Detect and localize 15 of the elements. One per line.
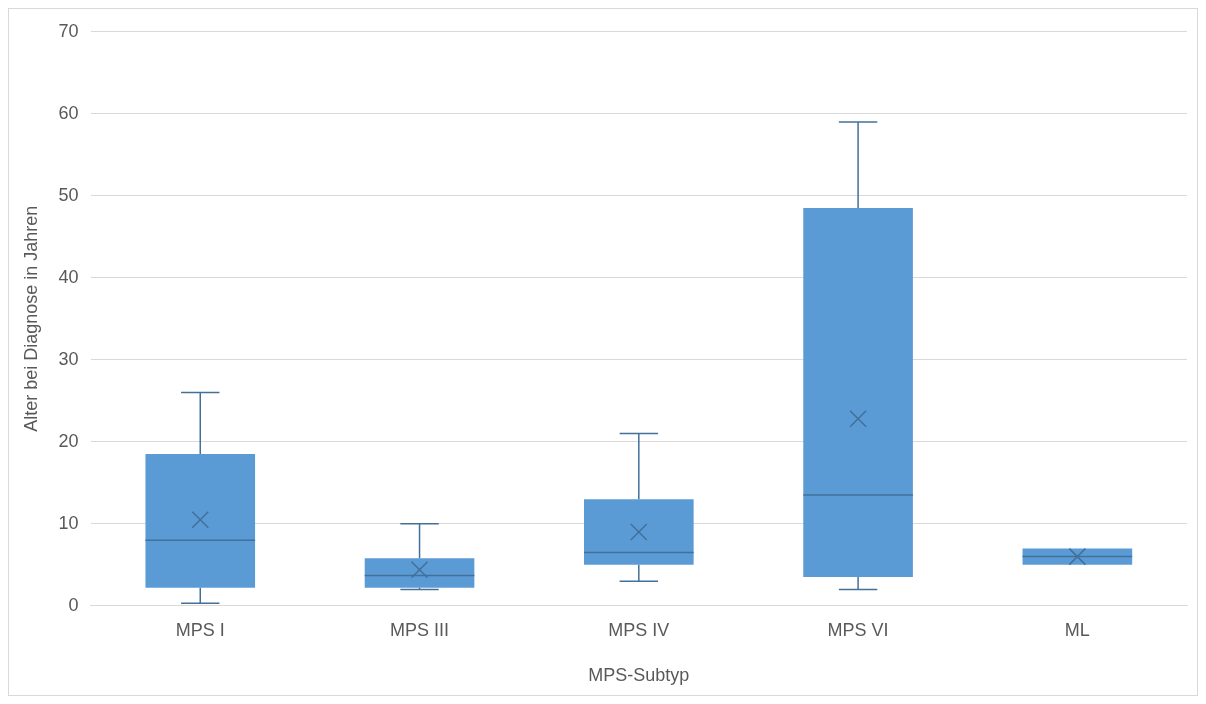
y-tick-label: 70	[58, 20, 79, 41]
y-tick-label: 20	[58, 430, 79, 451]
y-tick-label: 0	[68, 594, 79, 615]
y-tick-label: 60	[58, 102, 79, 123]
x-tick-label: MPS IV	[608, 619, 670, 640]
y-tick-label: 50	[58, 184, 79, 205]
y-tick-label: 40	[58, 266, 79, 287]
x-tick-label: ML	[1064, 619, 1090, 640]
y-tick-label: 10	[58, 512, 79, 533]
x-axis-title: MPS-Subtyp	[588, 665, 690, 686]
x-tick-label: MPS I	[175, 619, 225, 640]
y-axis-title: Alter bei Diagnose in Jahren	[20, 205, 41, 432]
x-tick-label: MPS III	[390, 619, 450, 640]
x-tick-label: MPS VI	[827, 619, 889, 640]
y-tick-label: 30	[58, 348, 79, 369]
